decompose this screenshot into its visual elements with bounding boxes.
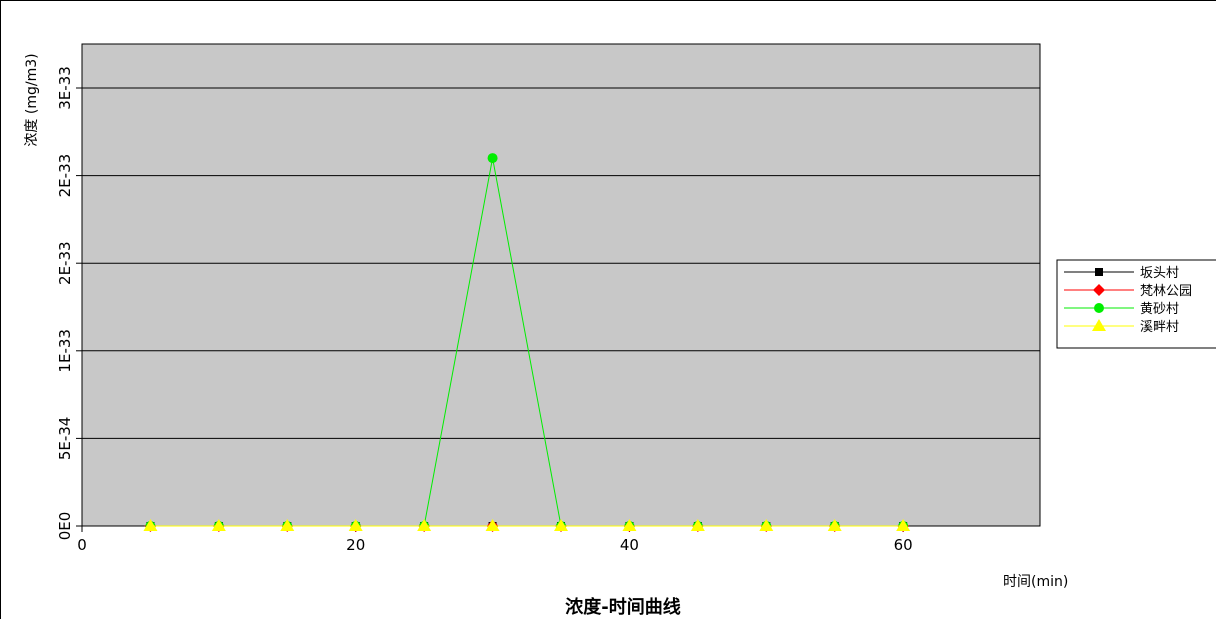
chart-title: 浓度-时间曲线 [565, 596, 680, 618]
x-tick-label: 40 [620, 536, 639, 554]
y-tick-label: 5E-34 [56, 417, 74, 461]
y-tick-label: 0E0 [56, 512, 74, 541]
data-point-triangle [417, 519, 432, 531]
x-tick-label: 20 [346, 536, 365, 554]
data-point-triangle [485, 519, 500, 531]
grid-lines [82, 87, 1040, 439]
data-point-triangle [690, 519, 705, 531]
y-tick-label: 2E-33 [56, 241, 74, 285]
y-tick-label: 1E-33 [56, 329, 74, 373]
y-tick-label: 2E-33 [56, 154, 74, 198]
data-point-triangle [896, 519, 911, 531]
series-lines [143, 153, 911, 532]
data-point-triangle [211, 519, 226, 531]
data-point-triangle [827, 519, 842, 531]
data-point-triangle [1092, 319, 1106, 331]
legend-label: 溪畔村 [1140, 320, 1179, 335]
plot-background [81, 43, 1041, 527]
legend-label: 黄砂村 [1140, 302, 1179, 317]
data-point-square [1095, 268, 1103, 276]
data-point-circle [1094, 303, 1104, 313]
y-axis-label: 浓度 (mg/m3) [24, 53, 40, 146]
legend-box [1056, 259, 1216, 349]
data-point-circle [487, 153, 498, 164]
data-point-triangle [143, 519, 158, 531]
data-point-triangle [348, 519, 363, 531]
legend-label: 坂头村 [1140, 266, 1179, 281]
data-point-triangle [554, 519, 568, 531]
data-point-triangle [280, 519, 295, 531]
x-tick-label: 60 [894, 536, 913, 554]
x-axis-label: 时间(min) [1003, 574, 1068, 590]
data-point-triangle [759, 519, 774, 531]
data-point-diamond [1093, 284, 1105, 296]
x-tick-label: 0 [77, 536, 87, 554]
data-point-triangle [622, 519, 637, 531]
y-axis-ticks: 0E0 5E-34 1E-33 2E-33 2E-33 3E-33 [56, 66, 82, 540]
legend-label: 梵林公园 [1140, 284, 1192, 299]
y-tick-label: 3E-33 [56, 66, 74, 110]
